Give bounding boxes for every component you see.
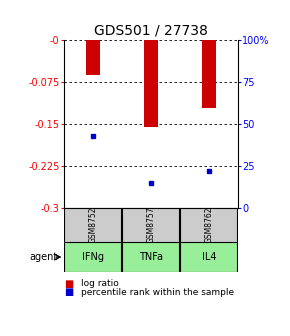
Text: GSM8757: GSM8757 [146,207,155,244]
Text: log ratio: log ratio [81,280,119,288]
Text: TNFa: TNFa [139,252,163,262]
Bar [64,208,121,242]
Text: GSM8752: GSM8752 [88,207,97,243]
Bar [122,242,179,272]
Bar [64,242,121,272]
Text: ■: ■ [64,279,73,289]
Text: percentile rank within the sample: percentile rank within the sample [81,288,234,297]
Text: GSM8762: GSM8762 [204,207,213,243]
Bar [86,40,100,75]
Text: ■: ■ [64,287,73,297]
Bar [180,242,237,272]
Bar [144,40,158,127]
Bar [202,40,216,108]
Text: agent: agent [30,252,58,262]
Title: GDS501 / 27738: GDS501 / 27738 [94,24,208,38]
Text: IL4: IL4 [202,252,216,262]
Bar [122,208,179,242]
Bar [180,208,237,242]
Text: IFNg: IFNg [82,252,104,262]
